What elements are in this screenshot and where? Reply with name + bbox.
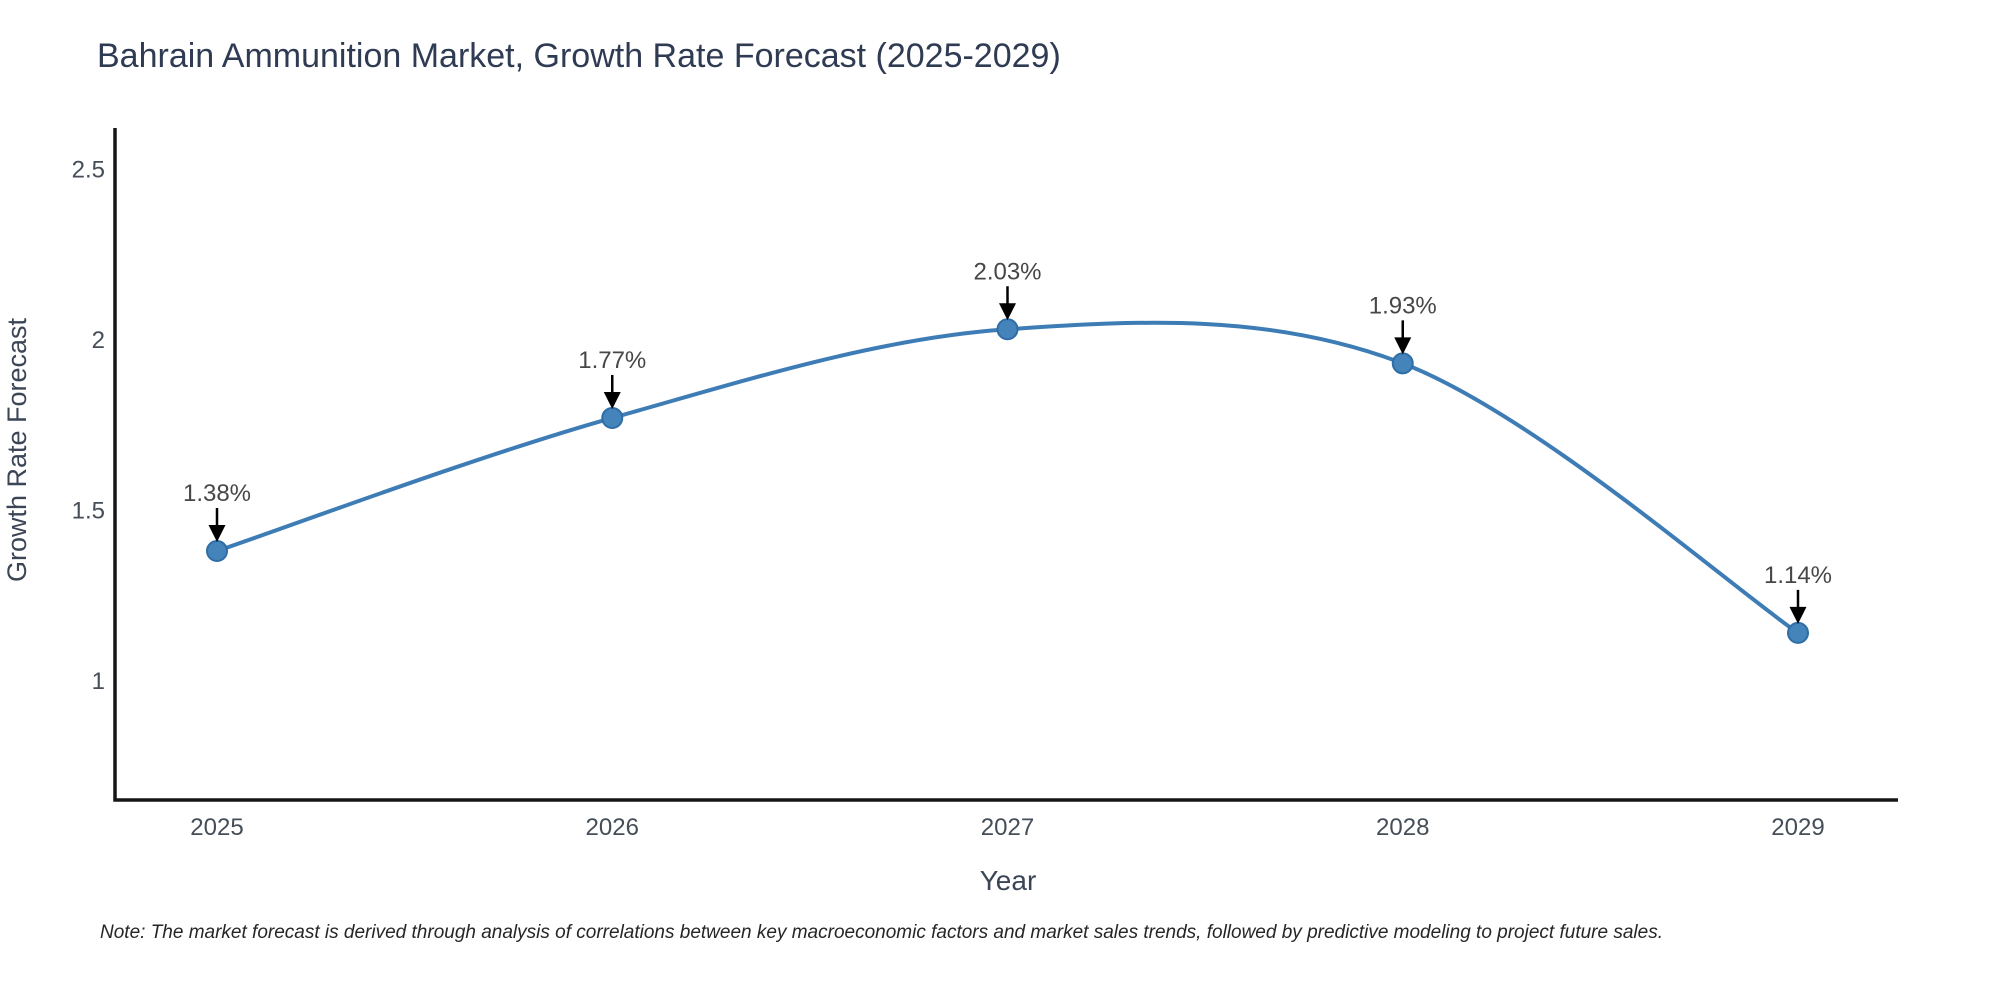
x-tick-label: 2028 — [1376, 814, 1429, 841]
data-point-marker — [1787, 621, 1809, 644]
x-tick-label: 2026 — [586, 814, 639, 841]
annotation-arrow-head — [603, 391, 621, 409]
annotation-arrows — [208, 286, 1807, 624]
y-tick-label: 2 — [92, 327, 105, 354]
data-point-marker — [601, 406, 624, 429]
x-tick-label: 2027 — [981, 814, 1034, 841]
data-point-labels: 1.38% 1.77% 2.03% 1.93% 1.14% — [183, 258, 1832, 589]
data-point-marker — [996, 318, 1019, 341]
data-point-label: 1.93% — [1369, 292, 1437, 319]
annotation-arrow-head — [999, 303, 1016, 321]
data-point-marker — [206, 539, 228, 562]
y-tick-label: 1.5 — [72, 498, 105, 525]
axis-lines — [113, 128, 1898, 802]
data-point-label: 2.03% — [973, 258, 1041, 285]
x-tick-label: 2025 — [190, 814, 243, 841]
annotation-arrow-head — [208, 524, 226, 542]
data-point-marker — [1391, 352, 1414, 375]
forecast-spline — [215, 320, 1800, 635]
y-axis-title: Growth Rate Forecast — [2, 317, 32, 582]
x-tick-label: 2029 — [1771, 814, 1824, 841]
y-tick-label: 2.5 — [72, 156, 105, 183]
y-axis-tick-labels: 1 1.5 2 2.5 — [72, 156, 105, 695]
data-point-label: 1.77% — [578, 347, 646, 374]
x-axis-tick-labels: 2025 2026 2027 2028 2029 — [190, 814, 1824, 841]
annotation-arrow-head — [1789, 606, 1807, 624]
x-axis-title: Year — [980, 865, 1037, 896]
series-line — [215, 320, 1800, 635]
chart-title: Bahrain Ammunition Market, Growth Rate F… — [97, 37, 1061, 75]
series-markers — [206, 318, 1809, 644]
chart-footnote: Note: The market forecast is derived thr… — [100, 922, 1663, 943]
data-point-label: 1.38% — [183, 480, 251, 507]
annotation-arrow-head — [1394, 337, 1412, 355]
y-tick-label: 1 — [92, 668, 105, 695]
data-point-label: 1.14% — [1764, 562, 1832, 589]
